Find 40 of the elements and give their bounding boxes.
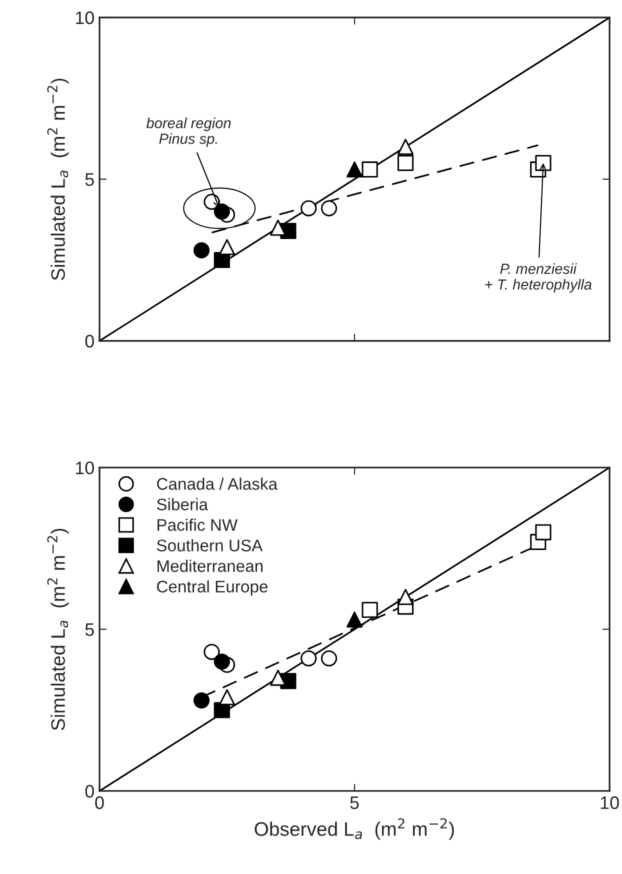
y-tick-label: 5 (85, 623, 94, 636)
point (362, 161, 378, 178)
x-axis-title: Observed L$_{a}$ (m$^{2}$ m$^{−2}$) (254, 818, 454, 840)
y-tick-label: 5 (85, 173, 94, 186)
point (320, 200, 338, 216)
point (397, 138, 414, 155)
point (346, 161, 363, 178)
point (362, 602, 378, 618)
x-tick-label: 0 (95, 796, 104, 810)
legend-label: Mediterranean (158, 560, 263, 572)
point (218, 689, 236, 706)
point (346, 612, 363, 628)
y-tick-label: 0 (85, 784, 94, 798)
point (397, 588, 414, 605)
legend-label: Pacific NW (158, 518, 238, 531)
y-axis-title: Simulated L$_{a}$ (m$^{2}$ m$^{−2}$) (47, 78, 69, 280)
point (300, 200, 317, 216)
point (535, 524, 552, 540)
annotation: boreal region Pinus sp. (146, 118, 231, 147)
point (320, 650, 338, 666)
legend-label: Southern USA (156, 539, 263, 552)
y-axis-title: Simulated L$_{a}$ (m$^{2}$ m$^{−2}$) (47, 528, 69, 730)
point (270, 220, 286, 236)
point (193, 242, 210, 258)
point (300, 650, 317, 666)
point (214, 654, 230, 670)
y-tick-label: 10 (76, 462, 94, 474)
point (218, 239, 236, 256)
point (204, 644, 220, 660)
x-tick-label: 5 (350, 796, 359, 810)
point (397, 154, 414, 172)
x-tick-label: 10 (600, 796, 619, 810)
y-tick-label: 10 (76, 11, 94, 24)
y-tick-label: 0 (85, 334, 94, 348)
legend-label: Central Europe (157, 580, 268, 596)
legend-label: Canada / Alaska (157, 478, 278, 490)
legend-label: Siberia (156, 498, 208, 510)
annotation: P. menziesii + T. heterophylla (485, 263, 592, 293)
point (214, 203, 230, 220)
point (193, 692, 210, 708)
